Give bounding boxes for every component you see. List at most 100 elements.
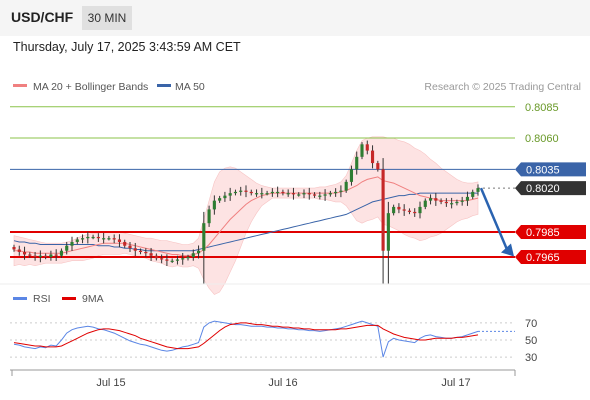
candle-body xyxy=(397,206,401,210)
ma20-line xyxy=(14,176,479,257)
candle-body xyxy=(80,238,85,240)
candle-body xyxy=(328,193,332,195)
candle xyxy=(286,189,290,197)
candle-body xyxy=(181,258,185,260)
candle-body xyxy=(202,223,206,251)
rsi-ma-legend-label: 9MA xyxy=(82,293,104,305)
candle-body xyxy=(49,254,53,257)
candle xyxy=(334,188,338,197)
candle xyxy=(181,252,185,265)
candle xyxy=(413,208,417,217)
candle-body xyxy=(270,191,274,194)
candle xyxy=(223,191,227,202)
candle-body xyxy=(212,200,216,210)
candle xyxy=(397,203,401,214)
bollinger-band xyxy=(13,136,479,295)
candle xyxy=(17,245,21,256)
candle xyxy=(75,237,79,245)
candle-body xyxy=(413,211,417,214)
candle xyxy=(386,201,390,285)
candle-body xyxy=(207,209,211,224)
candle xyxy=(117,234,122,248)
candle-body xyxy=(334,191,338,194)
candle xyxy=(128,241,132,252)
ma50-legend-swatch xyxy=(157,84,171,87)
candle-body xyxy=(249,191,253,194)
candle-body xyxy=(170,260,174,262)
timestamp: Thursday, July 17, 2025 3:43:59 AM CET xyxy=(13,40,241,54)
candle-body xyxy=(276,191,280,194)
x-tick-label: Jul 16 xyxy=(268,377,297,389)
candle xyxy=(123,239,127,248)
interval-button[interactable]: 30 MIN xyxy=(82,6,132,30)
candle-body xyxy=(54,254,58,256)
candle-body xyxy=(460,200,464,202)
candle xyxy=(318,191,322,200)
candle-body xyxy=(228,193,232,196)
candle-body xyxy=(223,195,227,199)
candle xyxy=(65,241,69,255)
candle-body xyxy=(33,255,37,257)
candle xyxy=(339,185,343,198)
candle xyxy=(260,187,264,199)
ma50-legend-label: MA 50 xyxy=(175,81,205,93)
candle xyxy=(254,189,259,197)
level-badge-bg xyxy=(515,181,586,196)
candle xyxy=(80,234,85,244)
level-badge-0.7965: 0.7965 xyxy=(515,249,586,264)
candle-body xyxy=(44,255,48,257)
candle xyxy=(455,199,459,206)
level-badge-bg xyxy=(515,224,586,239)
candle xyxy=(22,246,27,260)
candle xyxy=(54,249,58,261)
candle xyxy=(175,255,180,265)
candle-body xyxy=(286,193,290,195)
candle xyxy=(49,250,53,261)
rsi-ma-legend-swatch xyxy=(62,297,76,300)
candle xyxy=(191,249,195,261)
rsi-line xyxy=(13,320,479,358)
candle xyxy=(323,189,327,201)
candle-body xyxy=(91,236,95,239)
candle xyxy=(107,235,111,241)
candle xyxy=(476,184,480,196)
candle xyxy=(355,151,359,175)
level-label: 0.8060 xyxy=(525,133,559,145)
level-badge-0.8035: 0.8035 xyxy=(515,162,586,177)
candle-body xyxy=(465,196,470,201)
candle-body xyxy=(86,236,90,239)
candle-body xyxy=(302,193,306,195)
candle xyxy=(96,233,100,242)
price-levels xyxy=(10,106,515,258)
watermark: Research © 2025 Trading Central xyxy=(424,81,581,93)
level-badge-0.8085: 0.8085 xyxy=(525,102,559,114)
candle-body xyxy=(96,236,100,239)
candle-body xyxy=(376,163,380,170)
candle-body xyxy=(38,255,42,257)
rsi-legend-label: RSI xyxy=(33,293,51,305)
candle-body xyxy=(418,206,422,214)
candle-body xyxy=(65,245,69,251)
level-badge-bg xyxy=(515,249,586,264)
candle-body xyxy=(70,241,74,246)
candle-body xyxy=(28,254,32,256)
candle xyxy=(344,179,348,193)
rsi-legend-swatch xyxy=(13,297,27,300)
candle-body xyxy=(59,250,64,256)
candle xyxy=(349,165,354,186)
candle-body xyxy=(339,190,343,192)
ma20-legend-label: MA 20 + Bollinger Bands xyxy=(33,81,148,93)
candle-body xyxy=(144,251,148,254)
ma50-line xyxy=(13,192,478,252)
candle xyxy=(392,204,396,216)
candle-body xyxy=(218,198,222,201)
level-badge-0.8020: 0.8020 xyxy=(515,181,586,196)
candle-body xyxy=(165,259,169,261)
candle xyxy=(302,189,306,199)
candle-body xyxy=(428,198,433,201)
candle xyxy=(144,248,148,257)
candle-body xyxy=(149,253,153,256)
candle xyxy=(450,197,454,209)
level-badge-0.7985: 0.7985 xyxy=(515,224,586,239)
